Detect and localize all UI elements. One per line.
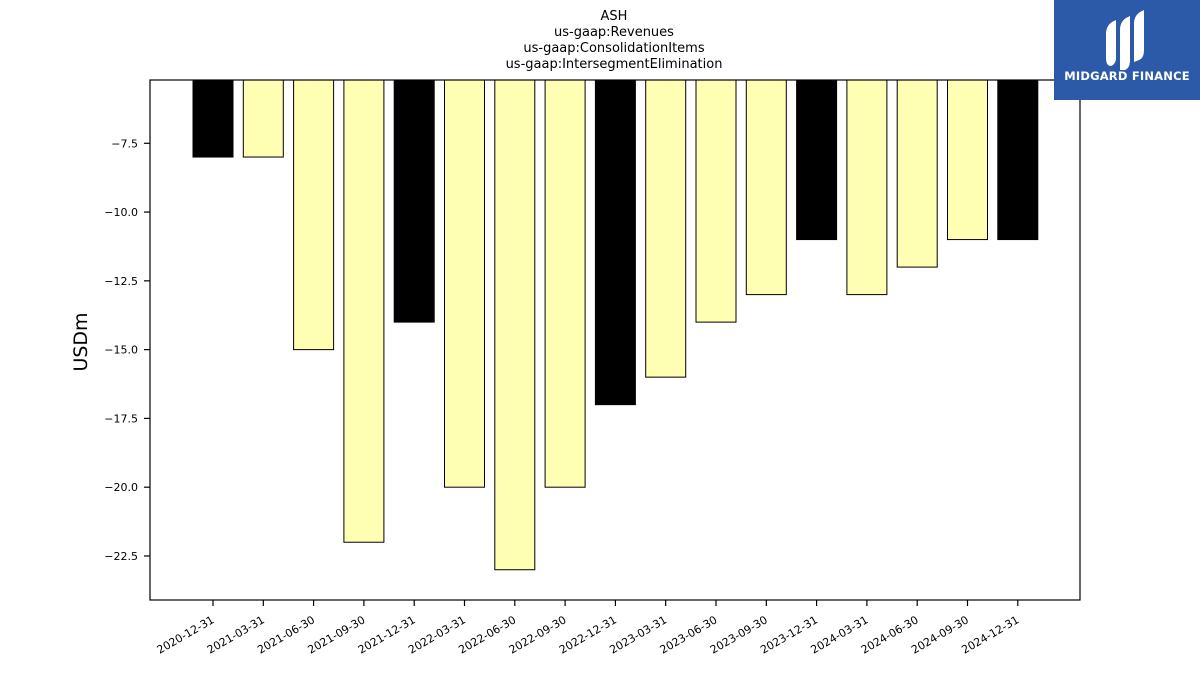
bar-2020-12-31 xyxy=(192,79,234,158)
bar-2021-12-31 xyxy=(393,79,435,323)
chart-title-line: us-gaap:IntersegmentElimination xyxy=(506,57,723,72)
chart-title: ASHus-gaap:Revenuesus-gaap:Consolidation… xyxy=(506,9,723,72)
bar-2024-12-31 xyxy=(997,79,1039,241)
y-tick-label: −10.0 xyxy=(104,206,138,219)
y-tick-label: −20.0 xyxy=(104,481,138,494)
bar-2022-03-31 xyxy=(444,79,485,488)
bar-2021-06-30 xyxy=(293,79,335,351)
midgard-logo-icon xyxy=(1106,10,1144,70)
bar-2022-09-30 xyxy=(544,79,586,488)
x-tick-label: 2024-12-31 xyxy=(959,613,1021,656)
bar-2021-09-30 xyxy=(343,79,385,543)
logo-text: MIDGARD FINANCE xyxy=(1064,69,1190,83)
midgard-finance-logo: MIDGARD FINANCE xyxy=(1054,0,1200,100)
bar-2024-03-31 xyxy=(846,79,888,296)
bar-2024-06-30 xyxy=(896,79,938,268)
bar-2022-06-30 xyxy=(494,79,536,571)
x-axis: 2020-12-312021-03-312021-06-302021-09-30… xyxy=(155,600,1021,657)
chart-title-line: us-gaap:ConsolidationItems xyxy=(523,41,704,56)
bar-2023-03-31 xyxy=(645,79,687,378)
y-tick-label: −7.5 xyxy=(111,137,138,150)
y-tick-label: −15.0 xyxy=(104,344,138,357)
y-tick-label: −22.5 xyxy=(104,550,138,563)
bar-2021-03-31 xyxy=(242,79,284,158)
bar-2023-12-31 xyxy=(796,79,838,241)
chart-title-line: ASH xyxy=(601,9,628,24)
bar-2024-09-30 xyxy=(947,79,988,241)
chart-title-line: us-gaap:Revenues xyxy=(554,25,674,40)
y-tick-label: −12.5 xyxy=(104,275,138,288)
y-axis: −7.5 −10.0 −12.5 −15.0 −17.5 −20.0 −22.5 xyxy=(104,137,150,563)
bar-2023-06-30 xyxy=(695,79,737,323)
bar-2022-12-31 xyxy=(594,79,636,406)
bar-series xyxy=(192,79,1039,571)
bar-2023-09-30 xyxy=(745,79,787,296)
y-axis-label: USDm xyxy=(70,312,92,371)
y-tick-label: −17.5 xyxy=(104,412,138,425)
